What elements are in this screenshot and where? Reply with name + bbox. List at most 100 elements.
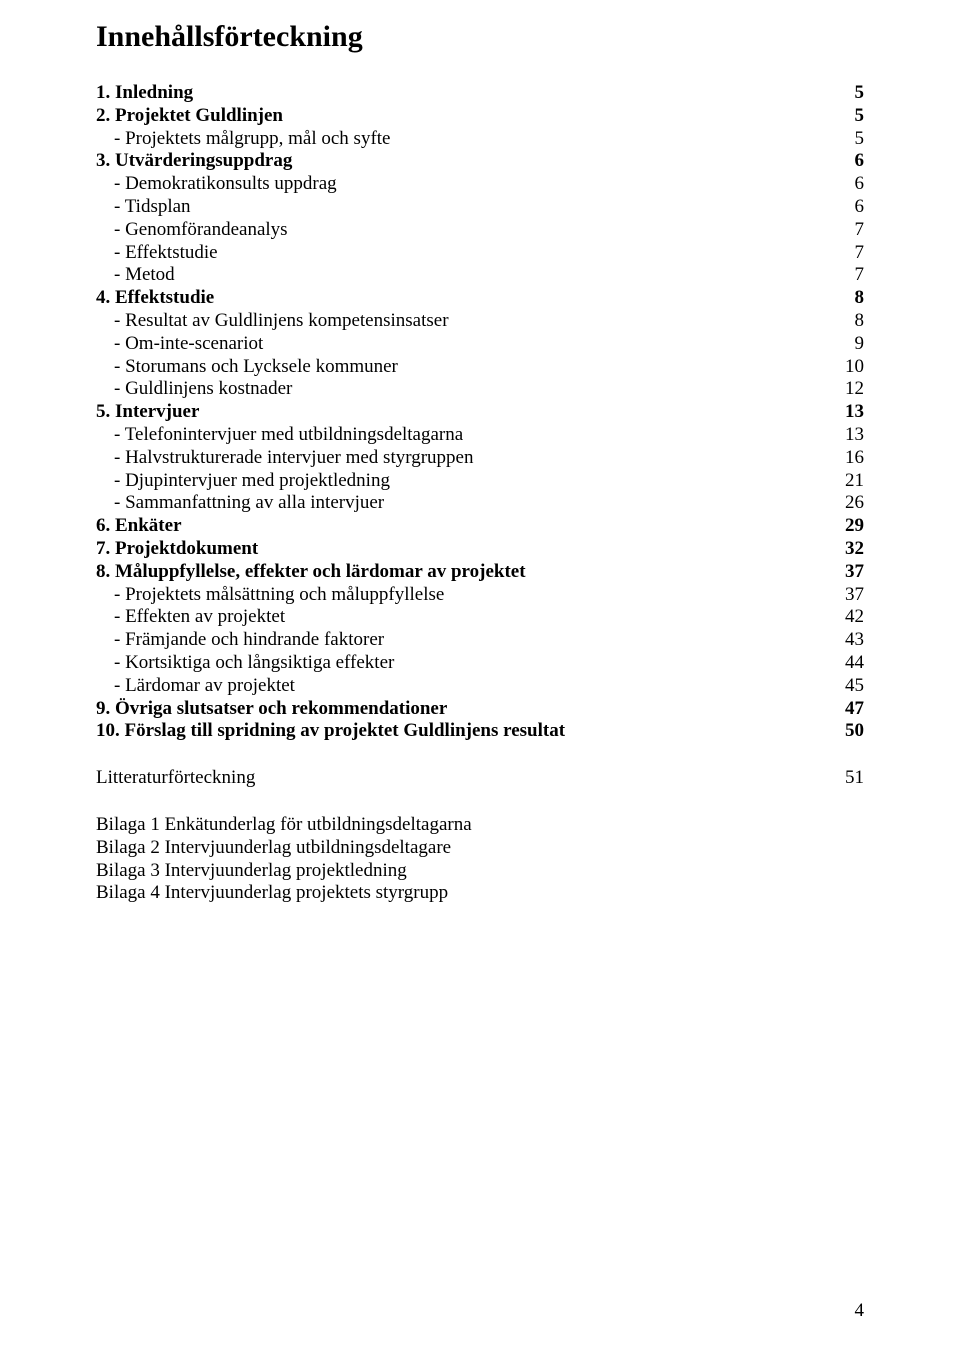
toc-sub-row: - Projektets målgrupp, mål och syfte5 <box>96 128 864 151</box>
toc-page: 44 <box>814 652 864 675</box>
toc-label: - Guldlinjens kostnader <box>96 378 814 401</box>
toc-sub-row: - Djupintervjuer med projektledning21 <box>96 470 864 493</box>
toc-page: 37 <box>814 561 864 584</box>
toc-page: 6 <box>814 150 864 173</box>
toc-page: 10 <box>814 356 864 379</box>
toc-heading-row: 4. Effektstudie8 <box>96 287 864 310</box>
toc-page: 13 <box>814 424 864 447</box>
toc-label: 5. Intervjuer <box>96 401 814 424</box>
toc-sub-row: - Genomförandeanalys7 <box>96 219 864 242</box>
toc-label: 2. Projektet Guldlinjen <box>96 105 814 128</box>
toc-page: 32 <box>814 538 864 561</box>
toc-list: 1. Inledning52. Projektet Guldlinjen5- P… <box>96 82 864 743</box>
lit-row: Litteraturförteckning 51 <box>96 767 864 790</box>
toc-page: 5 <box>814 128 864 151</box>
appendix-row: Bilaga 4 Intervjuunderlag projektets sty… <box>96 882 864 905</box>
page-title: Innehållsförteckning <box>96 20 864 54</box>
toc-heading-row: 8. Måluppfyllelse, effekter och lärdomar… <box>96 561 864 584</box>
toc-heading-row: 6. Enkäter29 <box>96 515 864 538</box>
toc-sub-row: - Effekten av projektet42 <box>96 606 864 629</box>
toc-sub-row: - Lärdomar av projektet45 <box>96 675 864 698</box>
toc-page: 50 <box>814 720 864 743</box>
toc-page: 5 <box>814 82 864 105</box>
toc-page: 26 <box>814 492 864 515</box>
toc-label: 3. Utvärderingsuppdrag <box>96 150 814 173</box>
toc-label: - Effektstudie <box>96 242 814 265</box>
lit-page: 51 <box>814 767 864 790</box>
toc-heading-row: 2. Projektet Guldlinjen5 <box>96 105 864 128</box>
appendix-row: Bilaga 1 Enkätunderlag för utbildningsde… <box>96 814 864 837</box>
toc-page: 7 <box>814 242 864 265</box>
toc-heading-row: 9. Övriga slutsatser och rekommendatione… <box>96 698 864 721</box>
toc-label: - Kortsiktiga och långsiktiga effekter <box>96 652 814 675</box>
appendix-row: Bilaga 3 Intervjuunderlag projektledning <box>96 860 864 883</box>
toc-sub-row: - Resultat av Guldlinjens kompetensinsat… <box>96 310 864 333</box>
toc-label: 4. Effektstudie <box>96 287 814 310</box>
toc-sub-row: - Tidsplan6 <box>96 196 864 219</box>
toc-page: 37 <box>814 584 864 607</box>
toc-sub-row: - Guldlinjens kostnader12 <box>96 378 864 401</box>
toc-page: 9 <box>814 333 864 356</box>
toc-sub-row: - Halvstrukturerade intervjuer med styrg… <box>96 447 864 470</box>
toc-page: 47 <box>814 698 864 721</box>
toc-label: - Genomförandeanalys <box>96 219 814 242</box>
toc-sub-row: - Sammanfattning av alla intervjuer26 <box>96 492 864 515</box>
spacer <box>96 790 864 814</box>
appendix-label: Bilaga 4 Intervjuunderlag projektets sty… <box>96 882 864 905</box>
toc-label: - Effekten av projektet <box>96 606 814 629</box>
toc-heading-row: 7. Projektdokument32 <box>96 538 864 561</box>
toc-sub-row: - Effektstudie7 <box>96 242 864 265</box>
toc-sub-row: - Telefonintervjuer med utbildningsdelta… <box>96 424 864 447</box>
toc-heading-row: 3. Utvärderingsuppdrag6 <box>96 150 864 173</box>
toc-page: 8 <box>814 287 864 310</box>
page: Innehållsförteckning 1. Inledning52. Pro… <box>0 0 960 1352</box>
toc-label: - Metod <box>96 264 814 287</box>
appendix-row: Bilaga 2 Intervjuunderlag utbildningsdel… <box>96 837 864 860</box>
toc-label: - Sammanfattning av alla intervjuer <box>96 492 814 515</box>
spacer <box>96 743 864 767</box>
toc-label: - Projektets målsättning och måluppfylle… <box>96 584 814 607</box>
toc-page: 6 <box>814 173 864 196</box>
toc-page: 45 <box>814 675 864 698</box>
toc-sub-row: - Storumans och Lycksele kommuner10 <box>96 356 864 379</box>
toc-label: - Projektets målgrupp, mål och syfte <box>96 128 814 151</box>
toc-page: 16 <box>814 447 864 470</box>
toc-page: 42 <box>814 606 864 629</box>
toc-label: - Om-inte-scenariot <box>96 333 814 356</box>
toc-page: 29 <box>814 515 864 538</box>
toc-label: - Främjande och hindrande faktorer <box>96 629 814 652</box>
toc-label: - Storumans och Lycksele kommuner <box>96 356 814 379</box>
toc-sub-row: - Metod7 <box>96 264 864 287</box>
toc-page: 5 <box>814 105 864 128</box>
appendix-label: Bilaga 2 Intervjuunderlag utbildningsdel… <box>96 837 864 860</box>
toc-heading-row: 5. Intervjuer13 <box>96 401 864 424</box>
appendix-list: Bilaga 1 Enkätunderlag för utbildningsde… <box>96 814 864 905</box>
footer-page-number: 4 <box>855 1300 865 1322</box>
toc-label: 9. Övriga slutsatser och rekommendatione… <box>96 698 814 721</box>
toc-page: 21 <box>814 470 864 493</box>
toc-page: 6 <box>814 196 864 219</box>
toc-sub-row: - Kortsiktiga och långsiktiga effekter44 <box>96 652 864 675</box>
toc-label: 7. Projektdokument <box>96 538 814 561</box>
toc-label: - Telefonintervjuer med utbildningsdelta… <box>96 424 814 447</box>
toc-label: 1. Inledning <box>96 82 814 105</box>
toc-sub-row: - Projektets målsättning och måluppfylle… <box>96 584 864 607</box>
toc-page: 7 <box>814 219 864 242</box>
toc-label: 10. Förslag till spridning av projektet … <box>96 720 814 743</box>
toc-page: 12 <box>814 378 864 401</box>
toc-sub-row: - Främjande och hindrande faktorer43 <box>96 629 864 652</box>
toc-label: - Tidsplan <box>96 196 814 219</box>
toc-sub-row: - Om-inte-scenariot9 <box>96 333 864 356</box>
toc-page: 7 <box>814 264 864 287</box>
toc-heading-row: 1. Inledning5 <box>96 82 864 105</box>
toc-label: 8. Måluppfyllelse, effekter och lärdomar… <box>96 561 814 584</box>
toc-heading-row: 10. Förslag till spridning av projektet … <box>96 720 864 743</box>
toc-sub-row: - Demokratikonsults uppdrag6 <box>96 173 864 196</box>
toc-label: - Lärdomar av projektet <box>96 675 814 698</box>
toc-label: - Halvstrukturerade intervjuer med styrg… <box>96 447 814 470</box>
toc-label: - Djupintervjuer med projektledning <box>96 470 814 493</box>
toc-page: 8 <box>814 310 864 333</box>
toc-page: 43 <box>814 629 864 652</box>
toc-label: 6. Enkäter <box>96 515 814 538</box>
appendix-label: Bilaga 3 Intervjuunderlag projektledning <box>96 860 864 883</box>
